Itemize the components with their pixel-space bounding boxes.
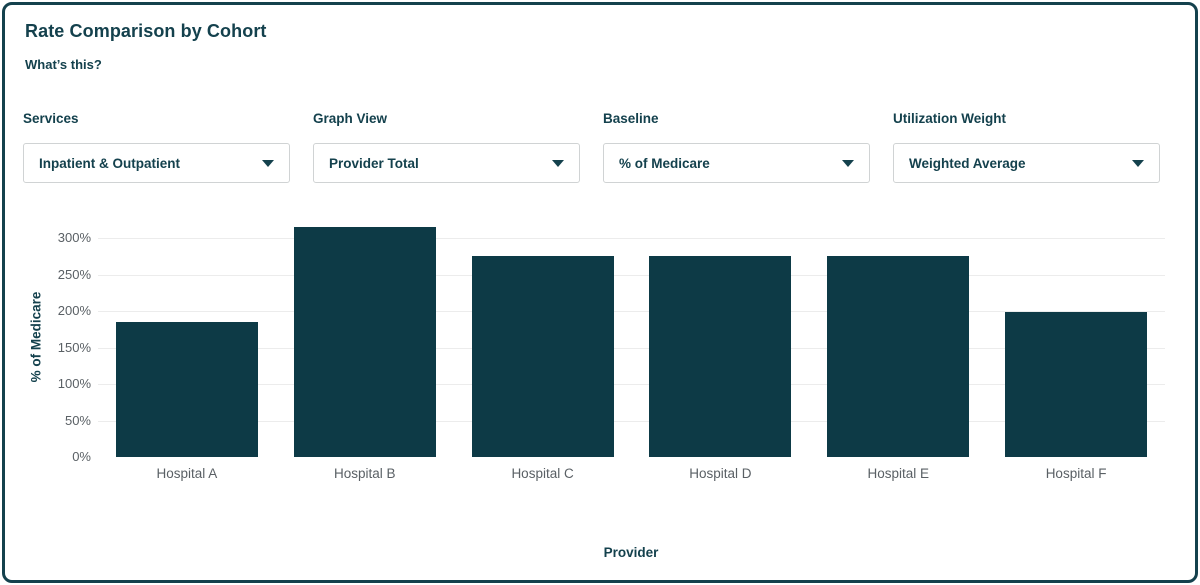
y-tick-label: 200% — [57, 303, 91, 319]
whats-this-link[interactable]: What’s this? — [25, 57, 102, 72]
gridline-50% — [98, 420, 1165, 422]
x-tick-label: Hospital A — [156, 466, 218, 481]
bar-hospital-a[interactable] — [115, 322, 258, 457]
utilization-weight-label: Utilization Weight — [893, 111, 1006, 126]
x-tick-label: Hospital F — [1045, 466, 1107, 481]
services-dropdown-value: Inpatient & Outpatient — [39, 155, 180, 171]
chevron-down-icon — [262, 159, 274, 167]
chevron-down-icon — [552, 159, 564, 167]
graph-view-dropdown-value: Provider Total — [329, 155, 419, 171]
bar-hospital-e[interactable] — [827, 255, 970, 457]
utilization-weight-dropdown-value: Weighted Average — [909, 155, 1026, 171]
chevron-down-icon — [842, 159, 854, 167]
baseline-dropdown[interactable]: % of Medicare — [603, 143, 870, 183]
graph-view-dropdown[interactable]: Provider Total — [313, 143, 580, 183]
x-axis-title: Provider — [603, 545, 659, 560]
y-tick-label: 0% — [72, 449, 91, 464]
filter-group-services: Services Inpatient & Outpatient — [23, 111, 290, 183]
page-title: Rate Comparison by Cohort — [25, 21, 267, 41]
y-tick-label: 50% — [64, 412, 91, 428]
services-dropdown[interactable]: Inpatient & Outpatient — [23, 143, 290, 183]
bar-hospital-f[interactable] — [1005, 311, 1148, 457]
bar-hospital-d[interactable] — [649, 255, 792, 457]
y-tick-label: 150% — [57, 339, 91, 355]
filter-group-utilization-weight: Utilization Weight Weighted Average — [893, 111, 1160, 183]
x-tick-label: Hospital B — [333, 466, 396, 481]
filter-group-baseline: Baseline % of Medicare — [603, 111, 870, 183]
x-tick-label: Hospital E — [867, 466, 930, 481]
gridline-100% — [98, 384, 1165, 386]
baseline-label: Baseline — [603, 111, 659, 126]
x-tick-label: Hospital C — [511, 466, 574, 481]
baseline-dropdown-value: % of Medicare — [619, 155, 710, 171]
bar-hospital-c[interactable] — [471, 255, 614, 457]
x-tick-label: Hospital D — [689, 466, 752, 481]
y-tick-label: 100% — [57, 376, 91, 392]
y-tick-label: 300% — [57, 230, 91, 246]
bar-hospital-b[interactable] — [293, 227, 436, 457]
rate-comparison-bar-chart: % of Medicare Provider 0% 50% 100% 150% 200%… — [5, 5, 1200, 585]
gridline-300% — [98, 238, 1165, 240]
utilization-weight-dropdown[interactable]: Weighted Average — [893, 143, 1160, 183]
gridline-250% — [98, 274, 1165, 276]
services-label: Services — [23, 111, 79, 126]
gridline-150% — [98, 347, 1165, 349]
y-tick-label: 250% — [57, 266, 91, 282]
graph-view-label: Graph View — [313, 111, 388, 126]
chevron-down-icon — [1132, 159, 1144, 167]
gridline-200% — [98, 311, 1165, 313]
filter-group-graph-view: Graph View Provider Total — [313, 111, 580, 183]
